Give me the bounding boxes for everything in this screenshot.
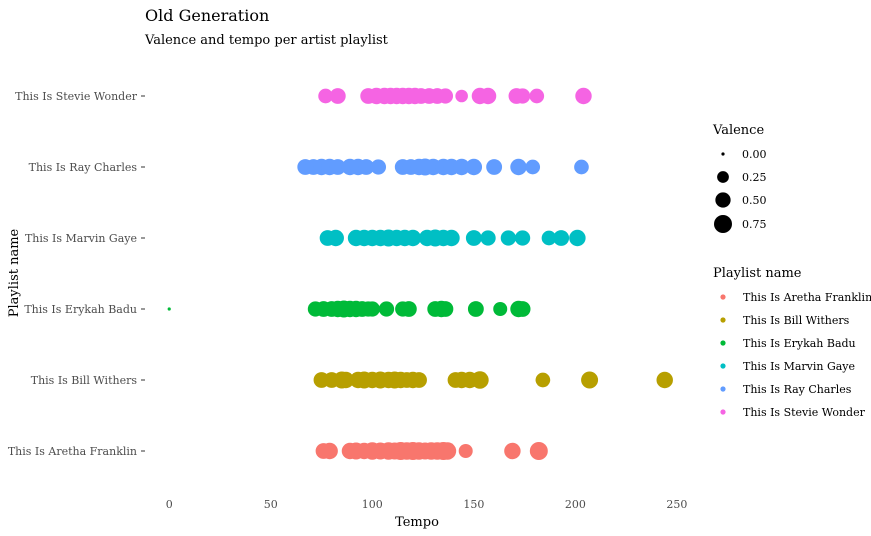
data-point: [465, 230, 482, 246]
size-legend-title: Valence: [712, 123, 764, 138]
data-point: [437, 301, 454, 317]
data-point: [656, 371, 673, 389]
size-legend-label: 0.00: [742, 148, 767, 161]
data-point: [404, 229, 422, 247]
data-point: [529, 442, 548, 460]
data-point: [465, 158, 483, 176]
data-point: [500, 230, 516, 246]
x-axis-ticks: 0 50 100 150 200 250: [166, 498, 688, 511]
data-point: [575, 87, 592, 105]
y-tick-label: This Is Bill Withers: [31, 374, 138, 387]
data-point: [337, 371, 355, 389]
color-legend-label: This Is Aretha Franklin: [743, 291, 871, 304]
y-axis-ticks: This Is Aretha Franklin This Is Bill With…: [8, 90, 145, 458]
color-legend-label: This Is Erykah Badu: [743, 337, 856, 350]
color-legend-key: [720, 340, 726, 346]
color-legend-label: This Is Bill Withers: [743, 314, 850, 327]
data-point: [458, 443, 473, 459]
data-point: [525, 159, 541, 175]
data-point: [535, 372, 551, 388]
size-legend-key: [717, 171, 729, 183]
data-point: [467, 301, 484, 317]
data-point: [514, 88, 531, 104]
data-point: [493, 301, 508, 317]
data-point: [581, 371, 599, 389]
data-point: [569, 229, 586, 247]
data-point: [541, 230, 557, 246]
data-point: [364, 301, 380, 317]
size-legend-label: 0.50: [742, 194, 767, 207]
data-point: [514, 301, 531, 317]
data-point: [529, 88, 545, 104]
data-point: [510, 158, 527, 176]
chart-title: Old Generation: [145, 6, 269, 25]
size-legend-key: [715, 192, 731, 208]
data-point: [455, 89, 468, 103]
x-tick-label: 150: [463, 498, 484, 511]
data-point: [553, 230, 570, 246]
color-legend-key: [720, 409, 726, 415]
data-point: [329, 159, 346, 175]
size-legend-label: 0.25: [742, 171, 767, 184]
color-legend-key: [720, 294, 726, 300]
color-legend-title: Playlist name: [713, 266, 802, 281]
data-point: [514, 230, 531, 246]
data-point: [327, 229, 344, 247]
data-point: [167, 307, 171, 311]
data-point: [479, 87, 497, 105]
data-point: [437, 88, 454, 104]
data-point: [370, 159, 387, 175]
size-legend: Valence 0.00 0.25 0.50 0.75: [712, 123, 767, 233]
y-tick-label: This Is Ray Charles: [29, 161, 138, 174]
color-legend-label: This Is Stevie Wonder: [743, 406, 866, 419]
color-legend-key: [720, 386, 726, 392]
y-tick-label: This Is Marvin Gaye: [25, 232, 137, 245]
y-tick-label: This Is Erykah Badu: [24, 303, 137, 316]
x-tick-label: 0: [166, 498, 173, 511]
data-point: [480, 230, 496, 246]
data-point: [358, 159, 375, 175]
y-tick-label: This Is Aretha Franklin: [8, 445, 137, 458]
data-point: [574, 159, 589, 175]
size-legend-key: [721, 152, 725, 156]
color-legend-key: [720, 317, 726, 323]
x-tick-label: 250: [666, 498, 687, 511]
y-tick-label: This Is Stevie Wonder: [15, 90, 138, 103]
color-legend: Playlist name This Is Aretha Franklin Thi…: [713, 266, 871, 419]
data-point: [453, 158, 470, 176]
data-point: [486, 159, 503, 175]
data-point: [443, 229, 460, 247]
data-point: [504, 442, 521, 460]
data-point: [378, 301, 395, 317]
data-point: [329, 88, 346, 104]
size-legend-key: [714, 215, 732, 233]
data-point: [471, 371, 489, 389]
data-point: [411, 372, 427, 388]
x-tick-label: 50: [264, 498, 278, 511]
x-tick-label: 100: [362, 498, 383, 511]
chart-subtitle: Valence and tempo per artist playlist: [144, 33, 389, 48]
color-legend-label: This Is Marvin Gaye: [743, 360, 855, 373]
color-legend-key: [720, 363, 726, 369]
data-point: [438, 442, 457, 460]
color-legend-label: This Is Ray Charles: [743, 383, 852, 396]
size-legend-label: 0.75: [742, 218, 767, 231]
data-point: [318, 88, 333, 104]
y-axis-title: Playlist name: [7, 228, 22, 317]
x-tick-label: 200: [565, 498, 586, 511]
data-point: [321, 442, 338, 460]
plot-points: [167, 87, 673, 460]
data-point: [400, 301, 417, 317]
x-axis-title: Tempo: [395, 515, 439, 530]
